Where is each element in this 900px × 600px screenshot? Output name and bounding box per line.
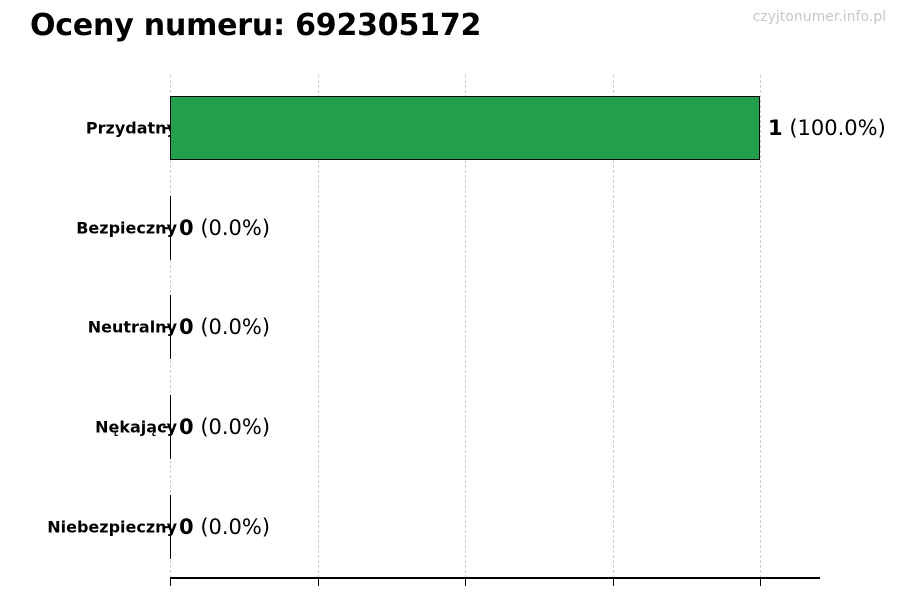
category-label-bezpieczny: Bezpieczny [76, 218, 177, 238]
bar-bezpieczny [170, 196, 171, 260]
category-label-neutralny: Neutralny [87, 317, 177, 337]
category-label-nekajacy: Nękający [95, 417, 177, 437]
value-count: 0 [179, 515, 194, 539]
y-axis-tick [163, 526, 170, 528]
y-axis-tick [163, 326, 170, 328]
x-axis-tick [170, 579, 171, 586]
page-title: Oceny numeru: 692305172 [30, 8, 482, 43]
site-watermark: czyjtonumer.info.pl [752, 9, 886, 25]
value-percent: (0.0%) [200, 415, 271, 439]
category-label-niebezpieczny: Niebezpieczny [47, 517, 177, 537]
x-axis-tick [465, 579, 466, 586]
bar-nekajacy [170, 395, 171, 459]
value-percent: (0.0%) [200, 515, 271, 539]
value-percent: (100.0%) [789, 116, 886, 140]
gridline-3 [612, 75, 615, 578]
value-count: 0 [179, 415, 194, 439]
x-axis-tick [612, 579, 614, 586]
x-axis-line [170, 577, 820, 579]
value-label-nekajacy: 0 (0.0%) [179, 415, 270, 439]
y-axis-tick [163, 127, 170, 129]
bar-niebezpieczny [170, 495, 171, 559]
value-count: 0 [179, 315, 194, 339]
y-axis-tick [163, 227, 170, 229]
value-percent: (0.0%) [200, 216, 271, 240]
gridline-2 [465, 75, 467, 578]
value-label-niebezpieczny: 0 (0.0%) [179, 515, 270, 539]
value-percent: (0.0%) [200, 315, 271, 339]
value-count: 1 [768, 116, 783, 140]
x-axis-tick [317, 579, 319, 586]
bar-neutralny [170, 295, 171, 359]
gridline-1 [317, 75, 320, 578]
value-label-przydatny: 1 (100.0%) [768, 116, 886, 140]
x-axis-tick [760, 579, 761, 586]
category-label-przydatny: Przydatny [85, 118, 177, 138]
gridline-4 [760, 75, 762, 578]
value-count: 0 [179, 216, 194, 240]
y-axis-tick [163, 426, 170, 428]
bar-przydatny [170, 96, 760, 160]
value-label-bezpieczny: 0 (0.0%) [179, 216, 270, 240]
value-label-neutralny: 0 (0.0%) [179, 315, 270, 339]
